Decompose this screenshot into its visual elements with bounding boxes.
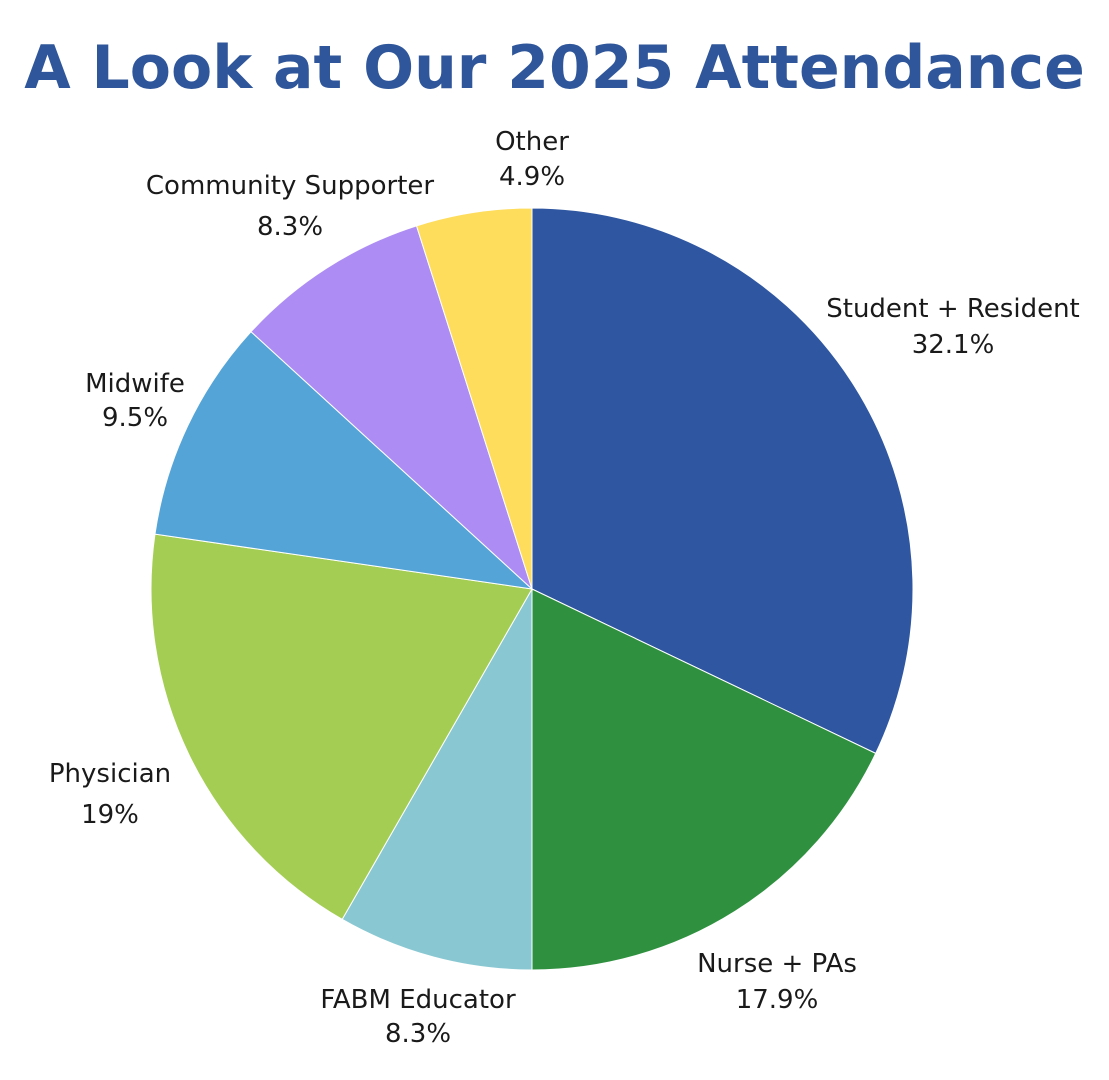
slice-label-fabm-educator: FABM Educator (320, 985, 516, 1015)
slice-value-fabm-educator: 8.3% (385, 1019, 451, 1049)
pie-labels: Student + Resident 32.1% Nurse + PAs 17.9% F… (49, 127, 1080, 1049)
pie-slice-nurse-pas (531, 588, 877, 971)
pie-slice-physician (150, 533, 533, 921)
slice-label-student-resident: Student + Resident (826, 294, 1080, 324)
slice-label-physician: Physician (49, 759, 171, 789)
slice-label-midwife: Midwife (85, 369, 185, 399)
slice-value-nurse-pas: 17.9% (736, 985, 819, 1015)
slice-value-midwife: 9.5% (102, 403, 168, 433)
pie-slices (150, 207, 914, 971)
pie-slice-student-resident (531, 207, 914, 755)
pie-slice-other (415, 207, 533, 590)
chart-title: A Look at Our 2025 Attendance (24, 33, 1085, 103)
slice-value-physician: 19% (81, 800, 139, 830)
pie-slice-community-supporter (250, 225, 534, 591)
slice-label-nurse-pas: Nurse + PAs (697, 949, 857, 979)
slice-value-other: 4.9% (499, 162, 565, 192)
slice-value-student-resident: 32.1% (912, 330, 995, 360)
slice-label-other: Other (495, 127, 569, 157)
slice-value-community-supporter: 8.3% (257, 212, 323, 242)
slice-label-community-supporter: Community Supporter (146, 171, 435, 201)
pie-slice-fabm-educator (341, 587, 533, 971)
pie-slice-midwife (154, 330, 534, 590)
